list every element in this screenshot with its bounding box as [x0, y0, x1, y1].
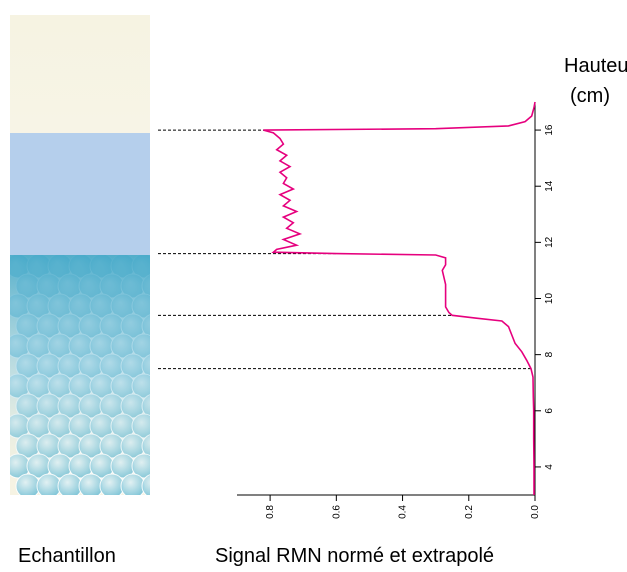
x-axis-label: Signal RMN normé et extrapolé [215, 545, 494, 567]
x-tick-label: 0.6 [331, 505, 342, 519]
y-tick-label: 4 [544, 464, 555, 470]
y-tick-label: 16 [544, 124, 555, 136]
x-tick-label: 0.2 [464, 505, 475, 519]
sediment [10, 255, 150, 495]
y-axis-label: (cm) [570, 85, 610, 107]
supernatant [10, 15, 150, 133]
y-axis-label: Hauteur [564, 55, 627, 77]
x-tick-label: 0.0 [530, 505, 541, 519]
y-tick-label: 12 [544, 236, 555, 248]
signal-line [263, 101, 536, 495]
y-tick-label: 14 [544, 180, 555, 192]
x-tick-label: 0.4 [398, 505, 409, 519]
sediment-shade [10, 255, 150, 495]
y-tick-label: 6 [544, 408, 555, 414]
sample-column [10, 15, 150, 495]
sample-label: Echantillon [18, 545, 116, 567]
y-tick-label: 10 [544, 293, 555, 305]
clear-liquid [10, 133, 150, 255]
x-tick-label: 0.8 [265, 505, 276, 519]
y-tick-label: 8 [544, 351, 555, 357]
